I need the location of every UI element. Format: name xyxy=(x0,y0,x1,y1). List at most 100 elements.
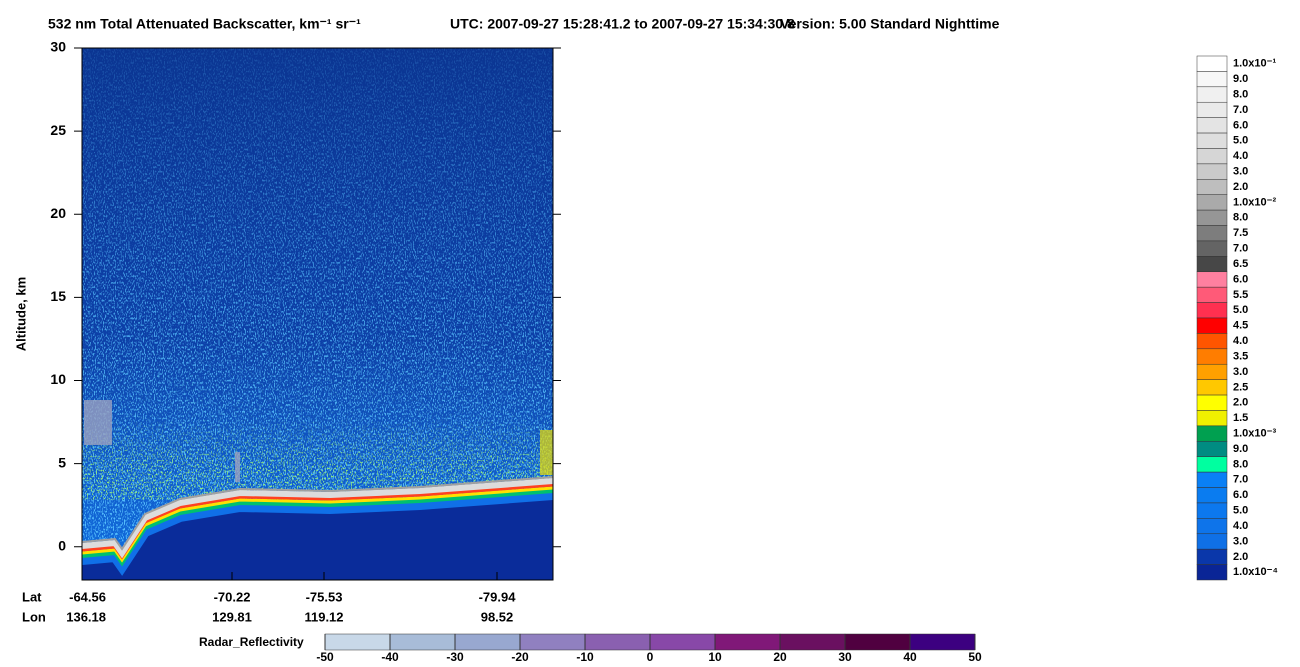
radar-tick-label: -50 xyxy=(316,650,334,664)
radar-box xyxy=(649,633,716,651)
colorbar-label: 2.0 xyxy=(1233,181,1248,193)
colorbar-label: 2.5 xyxy=(1233,381,1248,393)
radar-box xyxy=(779,633,846,651)
radar-box xyxy=(519,633,586,651)
lat-label: -70.22 xyxy=(214,589,251,604)
colorbar-box xyxy=(1196,86,1228,103)
curtain-image xyxy=(82,48,553,580)
radar-tick-label: -40 xyxy=(381,650,399,664)
colorbar-box xyxy=(1196,471,1228,488)
radar-box xyxy=(584,633,651,651)
chart-title: 532 nm Total Attenuated Backscatter, km⁻… xyxy=(48,16,361,32)
colorbar-box xyxy=(1196,194,1228,211)
y-tick-label: 15 xyxy=(50,288,66,304)
radar-tick-label: 0 xyxy=(647,650,654,664)
colorbar-label: 3.0 xyxy=(1233,535,1248,547)
colorbar-label: 1.0x10⁻² xyxy=(1233,196,1276,208)
colorbar-label: 3.5 xyxy=(1233,350,1248,362)
radar-box xyxy=(389,633,456,651)
colorbar-label: 7.0 xyxy=(1233,243,1248,255)
colorbar-label: 2.0 xyxy=(1233,551,1248,563)
colorbar-label: 1.0x10⁻¹ xyxy=(1233,58,1276,70)
colorbar-label: 7.0 xyxy=(1233,104,1248,116)
colorbar-box xyxy=(1196,487,1228,504)
colorbar-label: 4.0 xyxy=(1233,335,1248,347)
colorbar-box xyxy=(1196,117,1228,134)
colorbar-box xyxy=(1196,225,1228,242)
colorbar-label: 6.5 xyxy=(1233,258,1248,270)
colorbar-box xyxy=(1196,302,1228,319)
colorbar-box xyxy=(1196,271,1228,288)
colorbar-label: 4.0 xyxy=(1233,520,1248,532)
lon-label: 119.12 xyxy=(304,609,343,624)
colorbar-label: 3.0 xyxy=(1233,165,1248,177)
colorbar-label: 5.0 xyxy=(1233,304,1248,316)
colorbar-label: 7.0 xyxy=(1233,474,1248,486)
y-tick-label: 20 xyxy=(50,205,66,221)
colorbar-label: 9.0 xyxy=(1233,73,1248,85)
colorbar-label: 8.0 xyxy=(1233,88,1248,100)
colorbar-label: 6.0 xyxy=(1233,489,1248,501)
colorbar-box xyxy=(1196,240,1228,257)
radar-tick-label: -30 xyxy=(446,650,464,664)
radar-label: Radar_Reflectivity xyxy=(199,635,304,649)
y-tick-label: 0 xyxy=(58,537,66,553)
lon-label: 98.52 xyxy=(481,609,514,624)
plot-frame xyxy=(81,47,554,581)
radar-tick-label: 50 xyxy=(968,650,982,664)
colorbar-box xyxy=(1196,548,1228,565)
row-name: Lat xyxy=(22,589,42,604)
colorbar-label: 5.5 xyxy=(1233,289,1248,301)
y-tick-label: 5 xyxy=(58,454,66,470)
y-tick-label: 10 xyxy=(50,371,66,387)
colorbar-box xyxy=(1196,333,1228,350)
colorbar-box xyxy=(1196,101,1228,118)
colorbar-box xyxy=(1196,363,1228,380)
colorbar-label: 1.0x10⁻³ xyxy=(1233,427,1276,439)
lon-label: 129.81 xyxy=(212,609,252,624)
colorbar-label: 6.0 xyxy=(1233,119,1248,131)
radar-tick-label: 10 xyxy=(708,650,722,664)
colorbar-box xyxy=(1196,394,1228,411)
radar-tick-label: 20 xyxy=(773,650,787,664)
colorbar-box xyxy=(1196,163,1228,180)
radar-tick-label: 30 xyxy=(838,650,852,664)
colorbar-label: 9.0 xyxy=(1233,443,1248,455)
colorbar-label: 6.0 xyxy=(1233,273,1248,285)
colorbar-box xyxy=(1196,317,1228,334)
lon-label: 136.18 xyxy=(66,609,106,624)
radar-tick-label: -20 xyxy=(511,650,529,664)
colorbar-label: 5.0 xyxy=(1233,505,1248,517)
colorbar-label: 3.0 xyxy=(1233,366,1248,378)
colorbar-box xyxy=(1196,132,1228,149)
colorbar-box xyxy=(1196,533,1228,550)
row-name: Lon xyxy=(22,609,46,624)
colorbar-label: 7.5 xyxy=(1233,227,1248,239)
colorbar-box xyxy=(1196,518,1228,535)
colorbar-label: 8.0 xyxy=(1233,212,1248,224)
colorbar-label: 1.0x10⁻⁴ xyxy=(1233,566,1278,578)
lat-label: -64.56 xyxy=(69,589,106,604)
radar-tick-label: 40 xyxy=(903,650,917,664)
colorbar-label: 4.0 xyxy=(1233,150,1248,162)
version: Version: 5.00 Standard Nighttime xyxy=(780,16,1000,32)
colorbar-box xyxy=(1196,209,1228,226)
colorbar-box xyxy=(1196,55,1228,72)
y-tick-label: 25 xyxy=(50,122,66,138)
colorbar-box xyxy=(1196,179,1228,195)
colorbar-box xyxy=(1196,564,1228,581)
radar-tick-label: -10 xyxy=(576,650,594,664)
y-axis-label: Altitude, km xyxy=(13,277,28,351)
radar-box xyxy=(909,633,976,651)
radar-box xyxy=(454,633,521,651)
lat-label: -75.53 xyxy=(306,589,343,604)
colorbar-label: 2.0 xyxy=(1233,397,1248,409)
y-tick-label: 30 xyxy=(50,39,66,55)
radar-box xyxy=(714,633,781,651)
colorbar-label: 8.0 xyxy=(1233,458,1248,470)
time-range: UTC: 2007-09-27 15:28:41.2 to 2007-09-27… xyxy=(450,16,795,32)
radar-box xyxy=(324,633,391,651)
colorbar-box xyxy=(1196,256,1228,273)
colorbar-box xyxy=(1196,148,1228,165)
